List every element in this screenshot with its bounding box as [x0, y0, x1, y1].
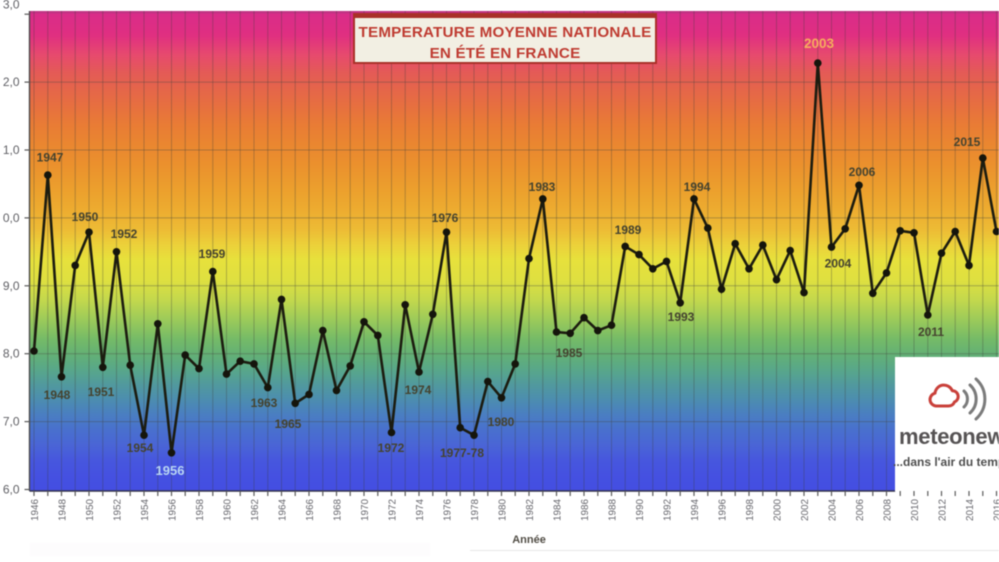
svg-text:TEMPERATURE MOYENNE NATIONALE: TEMPERATURE MOYENNE NATIONALE [359, 24, 652, 41]
svg-text:1950: 1950 [85, 499, 96, 521]
svg-text:1998: 1998 [745, 499, 756, 521]
svg-text:2015: 2015 [954, 135, 981, 149]
svg-text:1990: 1990 [635, 499, 646, 521]
svg-text:1985: 1985 [556, 346, 583, 360]
svg-text:1972: 1972 [378, 441, 405, 455]
svg-text:2008: 2008 [883, 499, 894, 521]
svg-text:2003: 2003 [804, 36, 835, 51]
svg-text:1965: 1965 [275, 417, 302, 431]
svg-text:2004: 2004 [825, 257, 852, 271]
svg-text:...dans l'air du temps: ...dans l'air du temps [893, 455, 999, 469]
svg-text:1964: 1964 [278, 499, 289, 521]
svg-text:1970: 1970 [360, 499, 371, 521]
svg-text:0,0: 0,0 [3, 211, 20, 225]
svg-text:1994: 1994 [690, 499, 701, 521]
svg-text:1952: 1952 [111, 227, 138, 241]
svg-text:9,0: 9,0 [3, 279, 20, 293]
svg-text:1974: 1974 [405, 383, 432, 397]
svg-text:2006: 2006 [855, 499, 866, 521]
svg-text:1993: 1993 [668, 310, 695, 324]
svg-text:1958: 1958 [195, 499, 206, 521]
svg-text:1948: 1948 [58, 499, 69, 521]
svg-text:1950: 1950 [72, 210, 99, 224]
svg-text:meteonews: meteonews [899, 424, 999, 449]
svg-text:2006: 2006 [849, 165, 876, 179]
svg-text:2004: 2004 [828, 499, 839, 521]
svg-text:8,0: 8,0 [3, 347, 20, 361]
svg-text:1980: 1980 [498, 499, 509, 521]
svg-text:EN ÉTÉ EN FRANCE: EN ÉTÉ EN FRANCE [430, 45, 581, 62]
svg-text:1976: 1976 [432, 211, 459, 225]
svg-text:1988: 1988 [608, 499, 619, 521]
svg-text:1983: 1983 [529, 180, 556, 194]
svg-text:1977-78: 1977-78 [440, 446, 484, 460]
svg-text:1959: 1959 [199, 247, 226, 261]
svg-text:1951: 1951 [88, 385, 115, 399]
svg-text:2010: 2010 [910, 499, 921, 521]
svg-text:1984: 1984 [553, 499, 564, 521]
svg-text:1960: 1960 [223, 499, 234, 521]
svg-text:2012: 2012 [938, 499, 949, 521]
svg-text:1947: 1947 [37, 151, 64, 165]
svg-text:1996: 1996 [718, 499, 729, 521]
svg-text:1956: 1956 [168, 499, 179, 521]
svg-text:1948: 1948 [44, 388, 71, 402]
svg-text:1946: 1946 [30, 499, 41, 521]
svg-text:1980: 1980 [488, 415, 515, 429]
svg-text:2016: 2016 [993, 499, 999, 521]
svg-text:3,0: 3,0 [3, 0, 20, 12]
svg-text:1954: 1954 [127, 441, 154, 455]
svg-text:1963: 1963 [251, 396, 278, 410]
svg-text:2011: 2011 [918, 325, 944, 339]
svg-text:7,0: 7,0 [3, 415, 20, 429]
svg-text:1968: 1968 [333, 499, 344, 521]
svg-text:1986: 1986 [580, 499, 591, 521]
svg-text:1978: 1978 [470, 499, 481, 521]
svg-text:Année: Année [512, 534, 546, 546]
svg-text:2014: 2014 [965, 499, 976, 521]
svg-text:1956: 1956 [156, 463, 185, 478]
svg-text:1976: 1976 [443, 499, 454, 521]
svg-text:1,0: 1,0 [3, 143, 20, 157]
svg-text:1974: 1974 [415, 499, 426, 521]
svg-text:1982: 1982 [525, 499, 536, 521]
svg-text:1972: 1972 [388, 499, 399, 521]
svg-text:1989: 1989 [615, 223, 642, 237]
svg-text:2002: 2002 [800, 499, 811, 521]
svg-text:1992: 1992 [663, 499, 674, 521]
svg-text:1966: 1966 [305, 499, 316, 521]
svg-text:1994: 1994 [684, 180, 711, 194]
svg-text:1962: 1962 [250, 499, 261, 521]
svg-text:2000: 2000 [773, 499, 784, 521]
svg-text:1952: 1952 [113, 499, 124, 521]
svg-text:1954: 1954 [140, 499, 151, 521]
svg-text:2,0: 2,0 [3, 75, 20, 89]
svg-text:6,0: 6,0 [3, 483, 20, 497]
